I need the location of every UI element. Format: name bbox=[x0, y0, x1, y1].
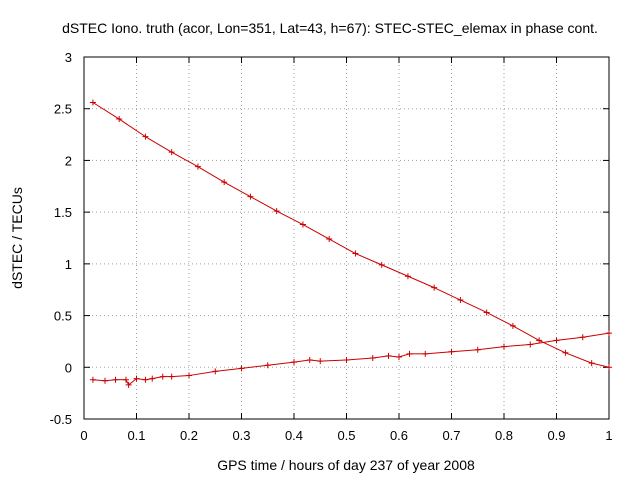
data-point bbox=[378, 261, 385, 268]
x-tick-label: 0.7 bbox=[442, 428, 460, 443]
series-segment bbox=[223, 181, 251, 198]
series-segment bbox=[433, 287, 461, 301]
series-1 bbox=[89, 99, 612, 371]
data-point bbox=[125, 381, 132, 388]
x-tick-label: 1 bbox=[605, 428, 612, 443]
data-point bbox=[606, 330, 612, 337]
series-segment bbox=[328, 238, 356, 254]
series-segment bbox=[145, 136, 172, 153]
x-axis-label: GPS time / hours of day 237 of year 2008 bbox=[217, 457, 475, 473]
tick-layer: 0 0.1 0.2 0.3 0.4 0.5 0.6 0.7 0.8 0.9 1 -0.5 0 0.5 1 1.… bbox=[50, 50, 613, 443]
data-point bbox=[352, 250, 359, 257]
y-tick-label: 3 bbox=[65, 50, 72, 65]
data-point bbox=[606, 364, 612, 371]
data-point bbox=[536, 337, 543, 344]
data-point bbox=[396, 353, 402, 360]
series-segment bbox=[355, 253, 382, 266]
series-segment bbox=[215, 367, 242, 372]
series-segment bbox=[425, 351, 452, 355]
series-2 bbox=[89, 330, 612, 388]
series-segment bbox=[267, 361, 295, 366]
series-segment bbox=[582, 332, 610, 338]
series-segment bbox=[556, 336, 583, 341]
series-segment bbox=[118, 118, 146, 138]
series-segment bbox=[197, 166, 225, 183]
series-segment bbox=[250, 196, 277, 212]
series-segment bbox=[591, 362, 610, 368]
y-tick-label: 1 bbox=[65, 257, 72, 272]
x-tick-label: 0.1 bbox=[127, 428, 145, 443]
y-axis-label: dSTEC / TECUs bbox=[9, 187, 25, 289]
y-tick-label: -0.5 bbox=[50, 412, 72, 427]
y-tick-label: 0 bbox=[65, 360, 72, 375]
series-segment bbox=[276, 210, 304, 225]
series-segment bbox=[188, 370, 216, 377]
series-segment bbox=[565, 352, 592, 364]
data-point bbox=[116, 116, 123, 123]
series-segment bbox=[320, 359, 347, 362]
data-point bbox=[194, 163, 201, 170]
series-segment bbox=[460, 299, 487, 313]
x-tick-label: 0.9 bbox=[547, 428, 565, 443]
x-tick-label: 0.3 bbox=[232, 428, 250, 443]
x-tick-label: 0.4 bbox=[285, 428, 303, 443]
series-segment bbox=[381, 264, 409, 277]
y-tick-label: 2.5 bbox=[54, 102, 72, 117]
point-layer bbox=[89, 99, 612, 388]
series-segment bbox=[486, 312, 514, 327]
x-tick-label: 0.8 bbox=[495, 428, 513, 443]
data-point bbox=[168, 149, 175, 156]
y-tick-label: 2 bbox=[65, 153, 72, 168]
x-tick-label: 0.6 bbox=[390, 428, 408, 443]
y-tick-label: 1.5 bbox=[54, 205, 72, 220]
data-point bbox=[299, 221, 306, 228]
x-tick-label: 0.5 bbox=[337, 428, 355, 443]
series-segment bbox=[346, 357, 373, 361]
data-point bbox=[457, 297, 464, 304]
series-segment bbox=[171, 151, 199, 168]
x-tick-label: 0 bbox=[80, 428, 87, 443]
series-segment bbox=[477, 346, 505, 351]
series-segment bbox=[530, 339, 557, 346]
y-tick-label: 0.5 bbox=[54, 309, 72, 324]
series-segment bbox=[241, 364, 268, 369]
series-segment bbox=[407, 275, 435, 289]
x-tick-label: 0.2 bbox=[180, 428, 198, 443]
grid-layer bbox=[84, 57, 609, 419]
data-point bbox=[326, 236, 333, 243]
chart-title: dSTEC Iono. truth (acor, Lon=351, Lat=43… bbox=[62, 20, 598, 36]
series-segment bbox=[398, 353, 410, 358]
series-segment bbox=[503, 344, 531, 348]
data-point bbox=[123, 376, 129, 383]
series-segment bbox=[92, 102, 120, 120]
series-segment bbox=[512, 325, 540, 341]
series-segment bbox=[302, 224, 330, 240]
data-point bbox=[509, 322, 516, 329]
series-segment bbox=[451, 349, 478, 353]
series-segment bbox=[128, 378, 137, 386]
